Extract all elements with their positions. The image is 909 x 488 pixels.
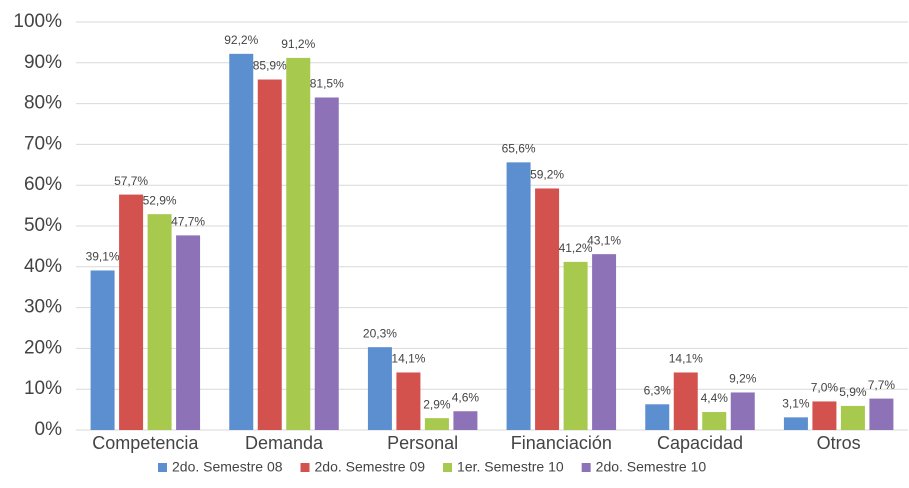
value-label: 4,6% [452, 390, 480, 404]
bar [563, 261, 588, 430]
value-label: 52,9% [143, 193, 177, 207]
x-tick-label: Capacidad [657, 433, 743, 453]
value-label: 81,5% [310, 77, 344, 91]
value-label: 85,9% [253, 59, 287, 73]
x-tick-label: Personal [387, 433, 458, 453]
bar [147, 214, 172, 430]
y-tick-label: 60% [24, 174, 62, 195]
legend-label: 2do. Semestre 09 [315, 459, 426, 475]
bar [535, 188, 560, 430]
y-tick-label: 0% [35, 419, 63, 440]
value-label: 2,9% [423, 397, 451, 411]
bar [119, 194, 144, 430]
bar [673, 372, 698, 430]
bar [869, 398, 894, 430]
bar [176, 235, 201, 430]
y-tick-label: 70% [24, 133, 62, 154]
value-label: 39,1% [86, 250, 120, 264]
y-tick-label: 100% [13, 11, 62, 32]
value-label: 14,1% [391, 352, 425, 366]
legend-swatch [300, 463, 310, 472]
legend-label: 2do. Semestre 10 [596, 459, 707, 475]
bar [645, 404, 670, 430]
value-label: 20,3% [363, 326, 397, 340]
bar [783, 417, 808, 430]
y-tick-label: 90% [24, 52, 62, 73]
bar [286, 57, 311, 431]
value-label: 14,1% [669, 352, 703, 366]
value-label: 6,3% [644, 383, 672, 397]
legend-swatch [158, 463, 167, 472]
y-tick-label: 40% [24, 256, 62, 277]
value-label: 41,2% [559, 241, 593, 255]
value-label: 57,7% [114, 174, 148, 188]
value-label: 47,7% [171, 215, 205, 229]
value-label: 65,6% [502, 142, 536, 156]
value-label: 7,0% [811, 381, 839, 395]
x-tick-label: Competencia [92, 433, 199, 453]
legend-swatch [581, 463, 591, 472]
bar [314, 97, 339, 430]
legend-label: 2do. Semestre 08 [172, 459, 283, 475]
value-label: 5,9% [839, 385, 867, 399]
y-tick-label: 10% [24, 378, 62, 399]
bar [229, 53, 254, 430]
value-label: 43,1% [587, 233, 621, 247]
bar [396, 372, 421, 430]
bar [367, 347, 392, 430]
legend-swatch [443, 463, 453, 472]
value-label: 7,7% [868, 378, 896, 392]
value-label: 92,2% [224, 33, 258, 47]
y-tick-label: 80% [24, 93, 62, 114]
legend-label: 1er. Semestre 10 [457, 459, 564, 475]
bar [424, 418, 449, 430]
bar [592, 254, 617, 430]
y-tick-label: 50% [24, 215, 62, 236]
bar [702, 412, 727, 430]
y-tick-label: 30% [24, 297, 62, 318]
y-tick-label: 20% [24, 337, 62, 358]
bar [90, 270, 115, 430]
value-label: 9,2% [729, 372, 757, 386]
bar [257, 79, 282, 430]
bar [506, 162, 531, 431]
x-tick-label: Demanda [245, 433, 324, 453]
value-label: 4,4% [701, 391, 729, 405]
bar [812, 401, 837, 430]
x-tick-label: Financiación [511, 433, 612, 453]
bar [453, 411, 478, 430]
value-label: 3,1% [782, 397, 810, 411]
bar [840, 405, 865, 430]
bar [730, 392, 755, 430]
value-label: 59,2% [530, 168, 564, 182]
x-tick-label: Otros [817, 433, 861, 453]
value-label: 91,2% [281, 37, 315, 51]
